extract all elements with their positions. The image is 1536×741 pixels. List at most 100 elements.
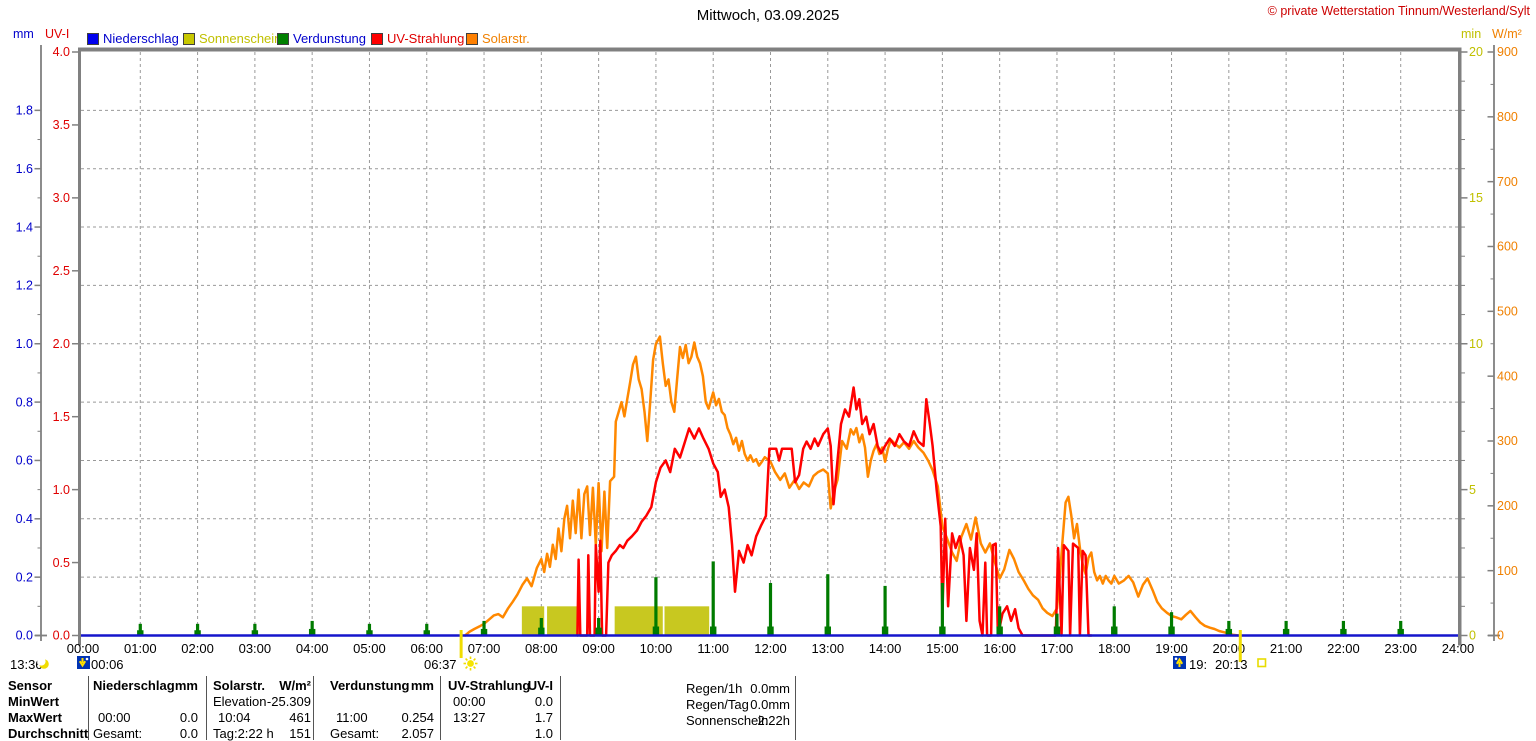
table-row-header: Sensor	[8, 678, 53, 693]
verdunstung-spike	[998, 606, 1002, 636]
sonnenschein-swatch-icon	[183, 33, 195, 45]
summary-value: 2:22h	[757, 713, 790, 728]
x-tick-label: 15:00	[926, 641, 959, 656]
avg-label: Gesamt:	[330, 726, 380, 741]
x-tick-label: 24:00	[1442, 641, 1475, 656]
verdunstung-spike	[597, 617, 601, 636]
col-unit: UV-I	[527, 678, 553, 693]
x-tick-label: 17:00	[1041, 641, 1074, 656]
verdunstung-spike	[940, 582, 944, 636]
verdunstung-spike	[1055, 613, 1059, 636]
page-title: Mittwoch, 03.09.2025	[696, 7, 840, 24]
summary-label: Regen/1h	[686, 681, 743, 696]
verdunstung-spike	[711, 561, 715, 636]
max-label: 13:27	[453, 710, 486, 725]
wm2-tick-label: 300	[1497, 434, 1518, 448]
mm-tick-label: 0.8	[16, 395, 33, 409]
col-title: Solarstr.	[213, 678, 266, 693]
moonset-time-label: 00:06	[91, 657, 124, 672]
x-tick-label: 03:00	[239, 641, 272, 656]
uv-tick-label: 3.0	[53, 191, 70, 205]
min-label: 00:00	[453, 694, 486, 709]
max-value: 1.7	[534, 710, 553, 725]
verdunstung-spike	[539, 617, 543, 636]
table-divider	[88, 676, 89, 740]
x-tick-label: 01:00	[124, 641, 157, 656]
x-tick-label: 02:00	[181, 641, 214, 656]
x-tick-label: 08:00	[525, 641, 558, 656]
station-copyright: © private Wetterstation Tinnum/Westerlan…	[1267, 4, 1530, 18]
x-tick-label: 14:00	[869, 641, 902, 656]
verdunstung-spike	[1169, 612, 1174, 636]
x-tick-label: 07:00	[468, 641, 501, 656]
table-divider	[313, 676, 314, 740]
sonnenschein-bar	[664, 606, 710, 636]
max-value: 461	[289, 710, 311, 725]
x-tick-label: 23:00	[1384, 641, 1417, 656]
x-tick-label: 21:00	[1270, 641, 1303, 656]
verdunstung-spike	[138, 623, 142, 636]
wm2-tick-label: 0	[1497, 629, 1504, 643]
verdunstung-spike	[310, 620, 314, 636]
wm2-tick-label: 900	[1497, 45, 1518, 59]
col-unit: mm	[174, 678, 198, 693]
col-title: UV-Strahlung	[448, 678, 531, 693]
summary-label: Sonnenschein	[686, 713, 769, 728]
wm2-tick-label: 500	[1497, 305, 1518, 319]
verdunstung-spike	[1112, 606, 1116, 636]
uv-strahlung-swatch-icon	[371, 33, 383, 45]
col-title: Niederschlag	[93, 678, 175, 693]
x-tick-label: 06:00	[410, 641, 443, 656]
table-row-header: MaxWert	[8, 710, 62, 725]
mm-tick-label: 1.2	[16, 279, 33, 293]
plot-border-top	[78, 47, 1462, 52]
mm-tick-label: 0.0	[16, 629, 33, 643]
uv-tick-label: 3.5	[53, 118, 70, 132]
min-value: 0.0	[534, 694, 553, 709]
min-tick-label: 5	[1469, 483, 1476, 497]
mm-tick-label: 0.4	[16, 512, 33, 526]
wm2-tick-label: 800	[1497, 110, 1518, 124]
verdunstung-spike	[1399, 620, 1403, 636]
min-tick-label: 10	[1469, 337, 1483, 351]
legend-label: Solarstr.	[482, 31, 530, 46]
axis-header-uvi: UV-I	[45, 27, 70, 41]
mm-tick-label: 1.6	[16, 162, 33, 176]
solarstr-swatch-icon	[466, 33, 478, 45]
summary-label: Regen/Tag	[686, 697, 749, 712]
x-tick-label: 09:00	[582, 641, 615, 656]
x-tick-label: 19:00	[1155, 641, 1188, 656]
moonset-icon	[77, 656, 90, 669]
mm-tick-label: 0.2	[16, 570, 33, 584]
avg-label: Tag:2:22 h	[213, 726, 274, 741]
min-tick-label: 15	[1469, 191, 1483, 205]
verdunstung-spike	[253, 623, 257, 636]
x-tick-label: 05:00	[353, 641, 386, 656]
uv-tick-label: 2.0	[53, 337, 70, 351]
moon-icon	[37, 658, 49, 669]
summary-value: 0.0mm	[750, 697, 790, 712]
legend-label: Sonnenschein	[199, 31, 282, 46]
verdunstung-spike	[425, 623, 429, 636]
x-tick-label: 20:00	[1213, 641, 1246, 656]
uv-tick-label: 4.0	[53, 45, 70, 59]
sunrise-sun-icon	[463, 656, 478, 671]
legend-label: UV-Strahlung	[387, 31, 465, 46]
x-tick-label: 13:00	[812, 641, 845, 656]
legend-label: Verdunstung	[293, 31, 367, 46]
verdunstung-spike	[1284, 620, 1288, 636]
table-row-header: Durchschnitt	[8, 726, 89, 741]
avg-value: 0.0	[179, 726, 198, 741]
x-tick-label: 04:00	[296, 641, 329, 656]
uv-series-line	[576, 386, 1093, 637]
legend-label: Niederschlag	[103, 31, 179, 46]
avg-label: Gesamt:	[93, 726, 143, 741]
x-tick-label: 12:00	[754, 641, 787, 656]
min-tick-label: 0	[1469, 629, 1476, 643]
wm2-tick-label: 400	[1497, 369, 1518, 383]
axis-header-min: min	[1461, 27, 1482, 41]
verdunstung-spike	[482, 620, 486, 636]
x-tick-label: 11:00	[697, 641, 729, 656]
wm2-tick-label: 100	[1497, 564, 1518, 578]
x-tick-label: 22:00	[1327, 641, 1360, 656]
